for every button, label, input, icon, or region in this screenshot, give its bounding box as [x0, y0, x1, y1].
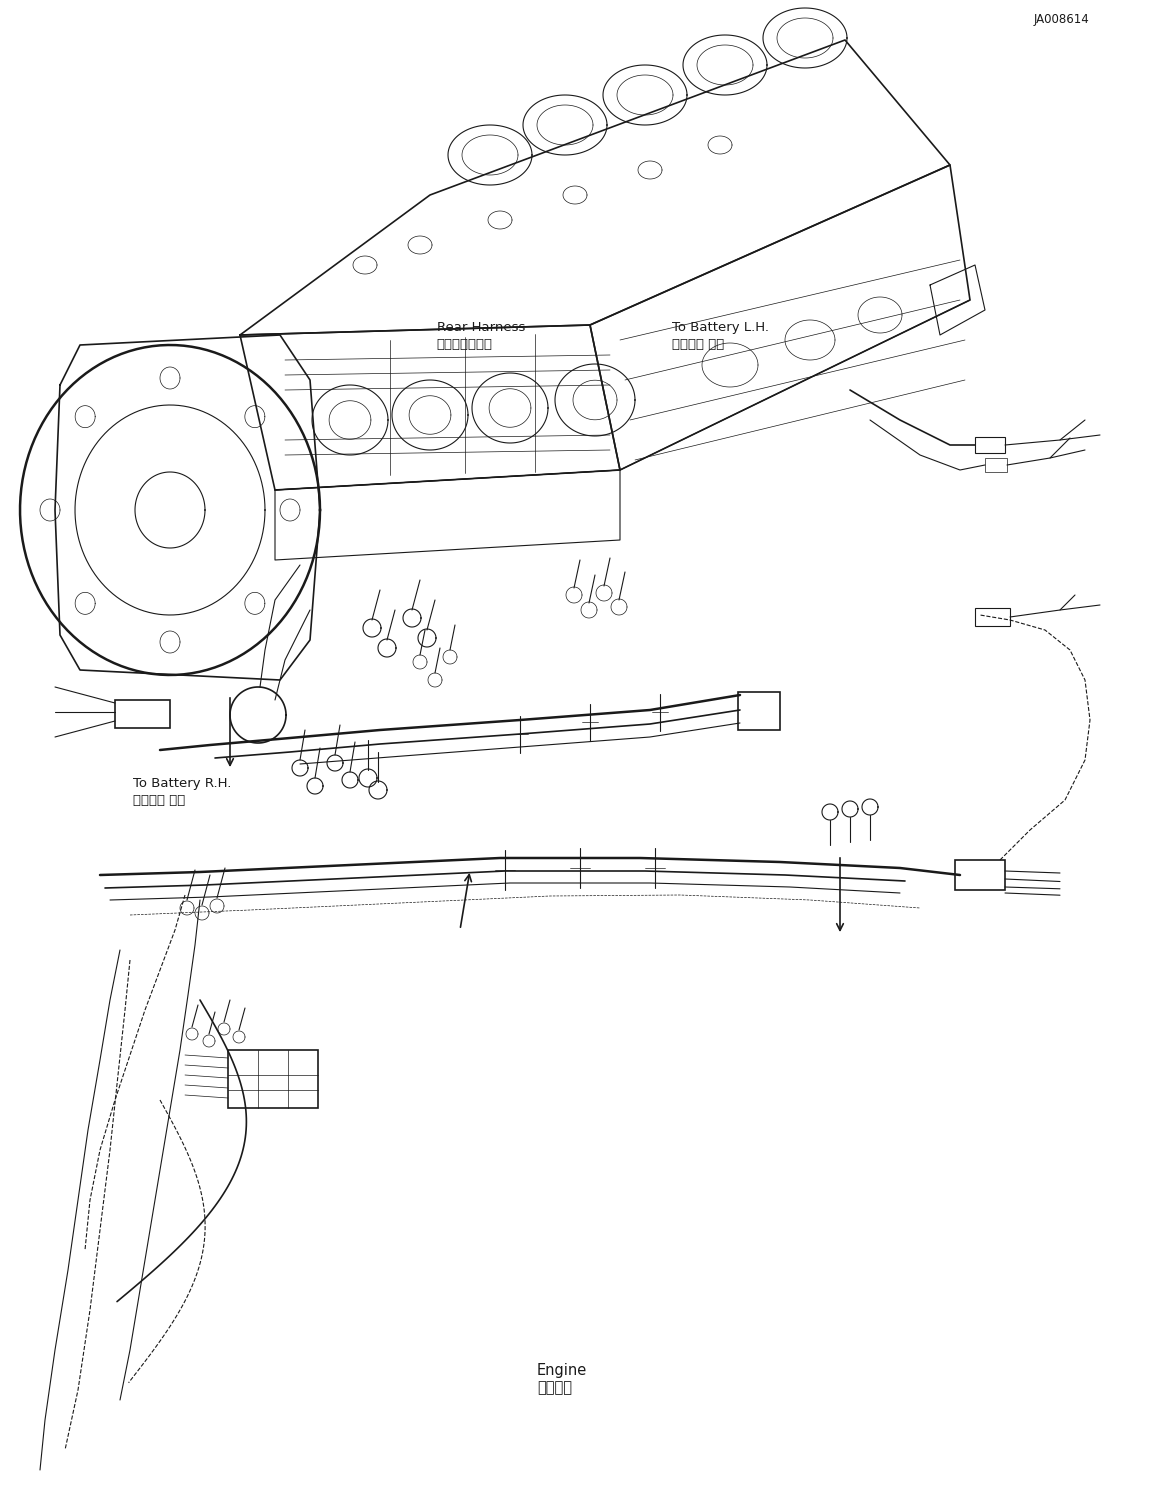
Text: JA008614: JA008614 — [1034, 13, 1089, 25]
Bar — [738, 692, 780, 731]
Text: Rear Harness: Rear Harness — [437, 321, 526, 334]
Text: バッテリ 左へ: バッテリ 左へ — [672, 338, 724, 352]
Bar — [975, 608, 1009, 626]
Text: バッテリ 右へ: バッテリ 右へ — [133, 795, 185, 808]
Text: エンジン: エンジン — [537, 1379, 572, 1396]
Text: To Battery L.H.: To Battery L.H. — [672, 321, 769, 334]
Bar — [955, 860, 1005, 890]
Bar — [116, 699, 170, 728]
Bar — [228, 1050, 318, 1108]
Text: To Battery R.H.: To Battery R.H. — [133, 777, 231, 790]
Text: Engine: Engine — [537, 1363, 588, 1378]
Bar — [985, 458, 1007, 473]
Bar — [975, 437, 1005, 453]
Text: リヤーハーネス: リヤーハーネス — [437, 338, 492, 352]
